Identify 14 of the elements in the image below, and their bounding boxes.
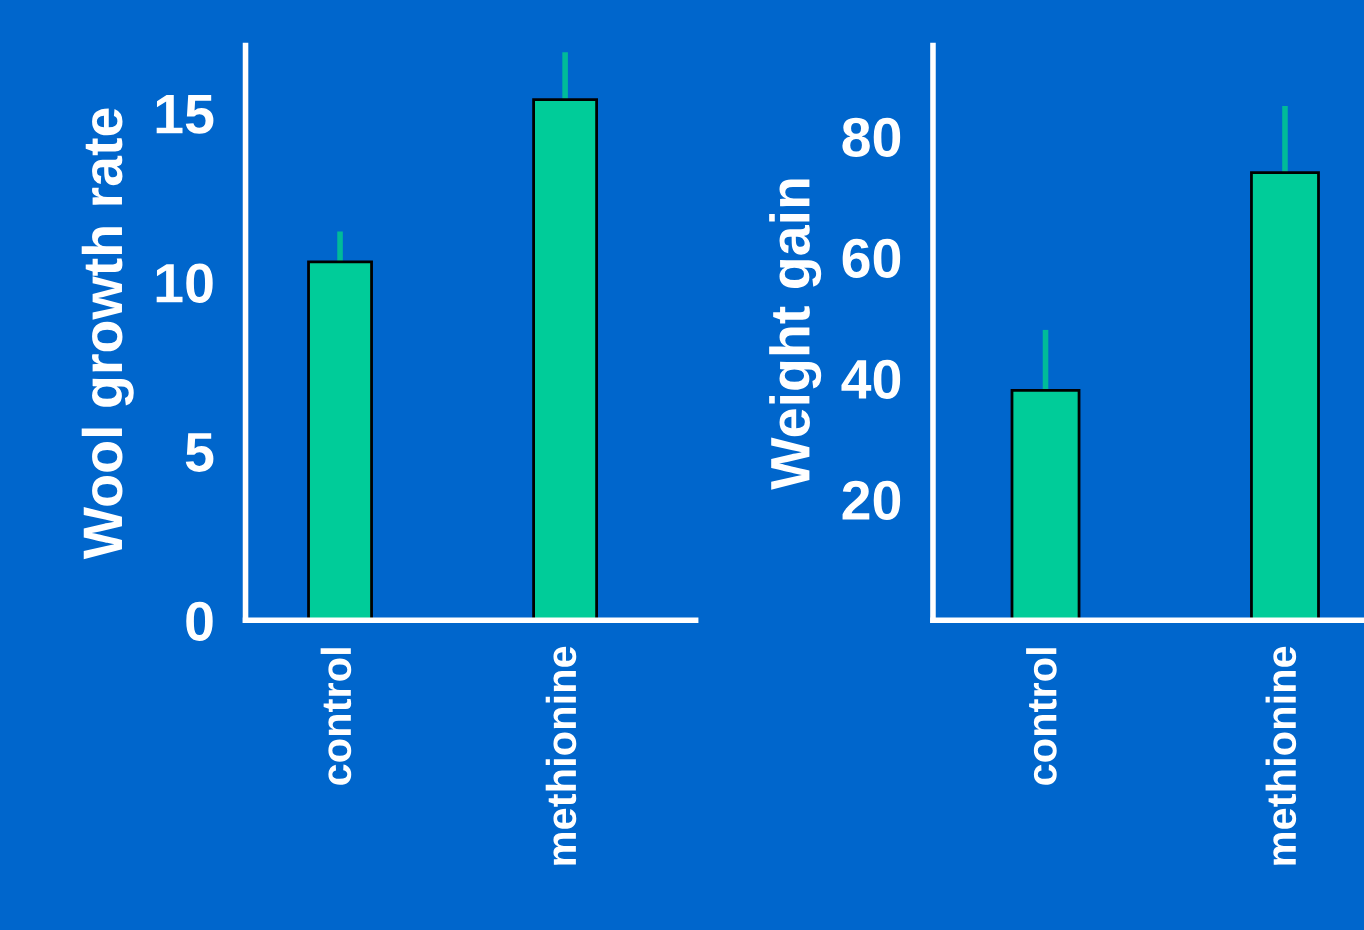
- y-tick-label: 10: [156, 263, 213, 303]
- x-tick-label: methionine: [545, 646, 577, 865]
- y-axis-title: Weight gain: [769, 179, 822, 490]
- y-tick-label: 20: [842, 480, 901, 520]
- y-tick-label: 60: [842, 238, 901, 278]
- y-tick-label: 15: [156, 95, 214, 134]
- y-axis-title: Wool growth rate: [81, 108, 134, 560]
- y-tick-label: 80: [842, 117, 901, 157]
- y-tick-label: 0: [186, 601, 213, 641]
- y-tick-label: 5: [185, 433, 214, 472]
- x-tick-label: control: [320, 648, 352, 785]
- y-tick-label: 40: [841, 359, 901, 399]
- x-tick-label: methionine: [1265, 646, 1297, 865]
- x-tick-label: control: [1026, 648, 1057, 785]
